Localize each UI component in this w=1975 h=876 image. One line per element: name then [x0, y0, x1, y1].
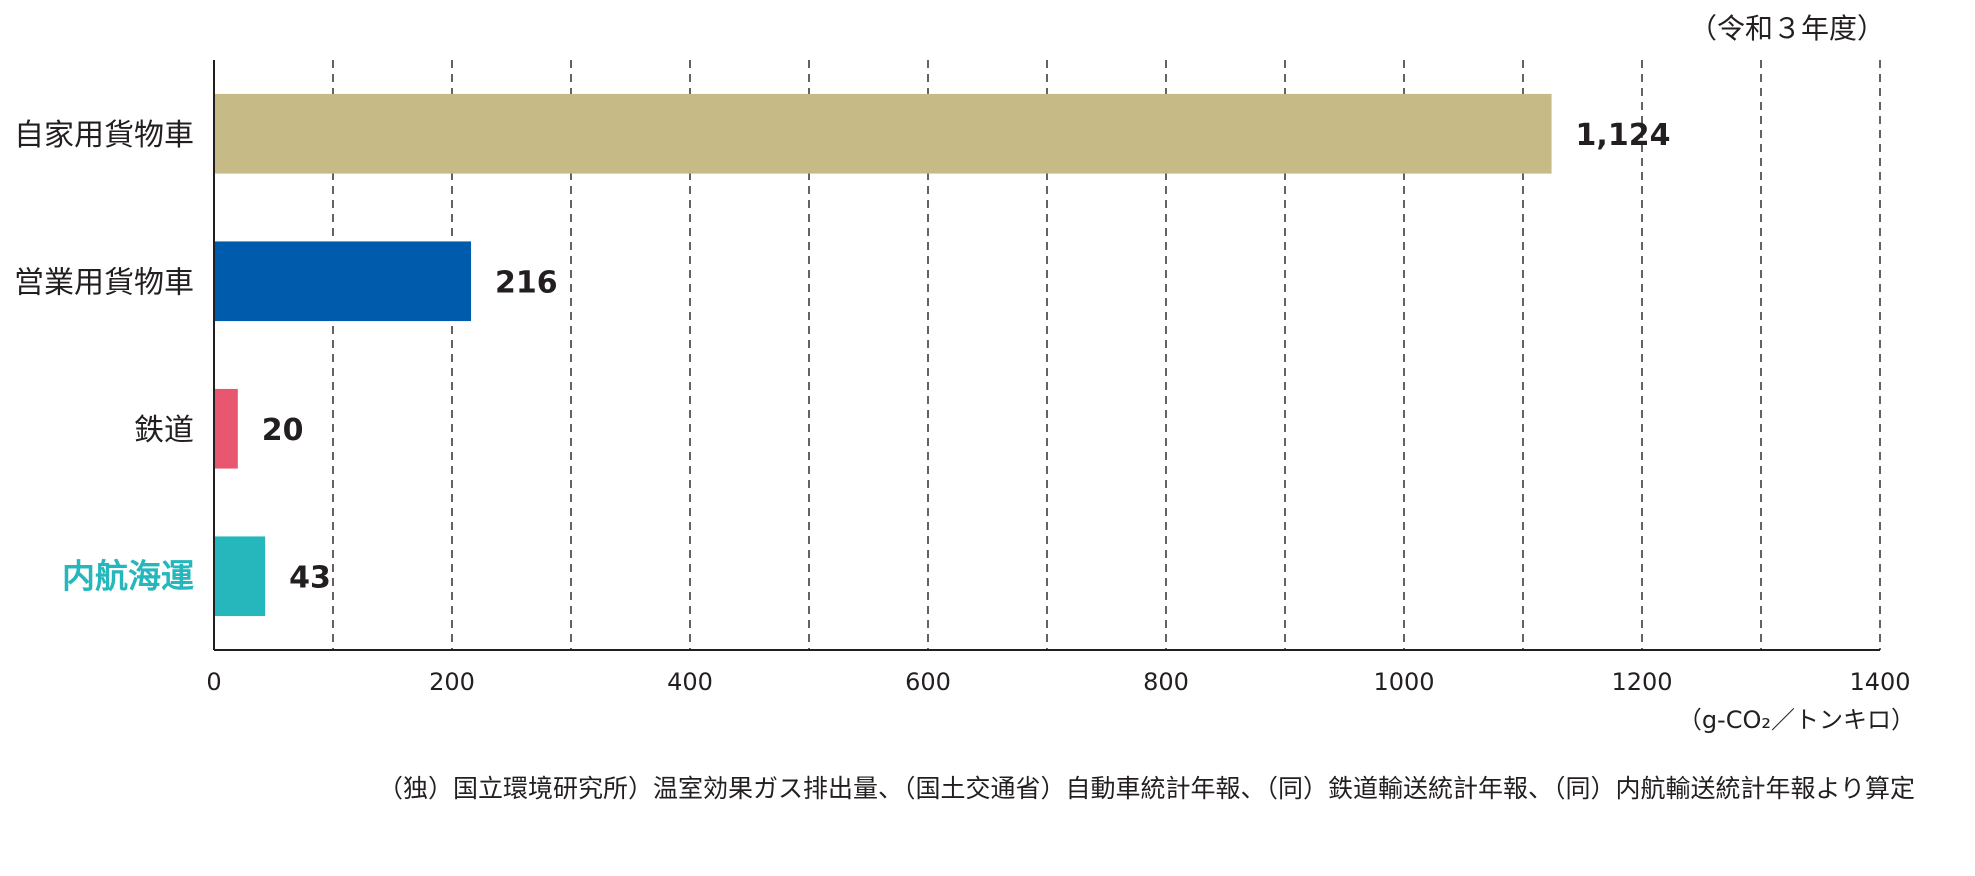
category-label: 鉄道: [134, 413, 194, 448]
period-note: （令和３年度）: [1689, 12, 1885, 45]
category-label: 自家用貨物車: [14, 118, 194, 153]
x-tick-label: 1200: [1611, 668, 1672, 696]
bar: [214, 536, 266, 617]
x-tick-label: 200: [429, 668, 475, 696]
source-note: （独）国立環境研究所）温室効果ガス排出量、（国土交通省）自動車統計年報、（同）鉄…: [378, 774, 1915, 803]
category-label: 内航海運: [62, 556, 194, 595]
x-tick-label: 400: [667, 668, 713, 696]
category-label: 営業用貨物車: [14, 265, 194, 300]
data-label: 216: [495, 265, 558, 300]
x-tick-label: 800: [1143, 668, 1189, 696]
bar: [214, 388, 238, 469]
x-axis-unit-label: （g-CO₂／トンキロ）: [1678, 706, 1915, 734]
bar: [214, 93, 1552, 174]
data-label: 1,124: [1576, 118, 1671, 153]
bar-layer: [214, 93, 1552, 617]
bar: [214, 241, 472, 322]
x-tick-label: 1400: [1849, 668, 1910, 696]
x-tick-label: 1000: [1373, 668, 1434, 696]
data-label: 20: [262, 413, 304, 448]
data-label: 43: [289, 560, 331, 595]
x-tick-label: 0: [206, 668, 221, 696]
x-tick-label: 600: [905, 668, 951, 696]
label-layer: 自家用貨物車 1,124 営業用貨物車 216 鉄道 20 内航海運 43 0 200 400 600…: [14, 118, 1911, 696]
